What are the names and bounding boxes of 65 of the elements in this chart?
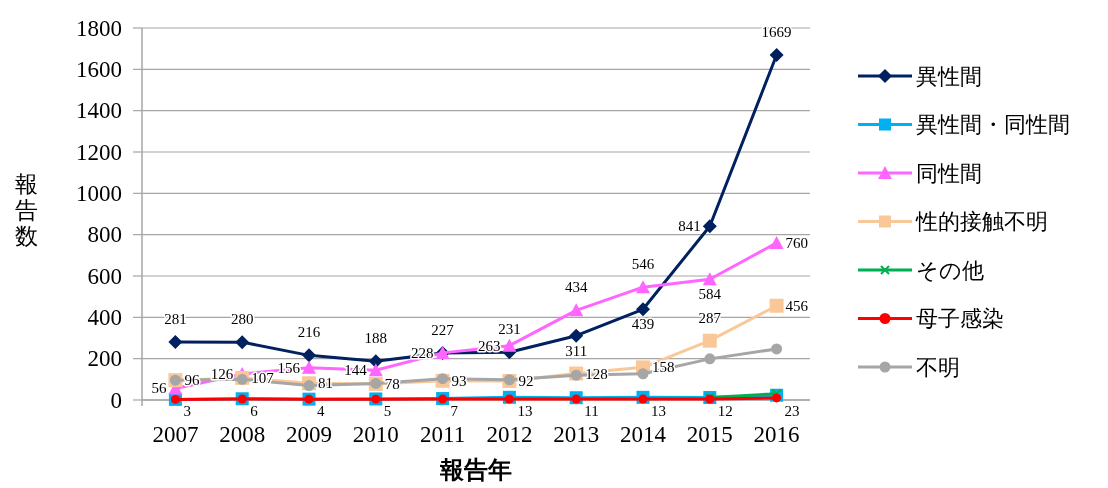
data-label: 128: [585, 365, 608, 382]
y-tick-label: 1400: [76, 98, 122, 124]
x-tick-label: 2011: [420, 422, 466, 447]
y-tick-label: 200: [87, 346, 122, 372]
x-tick-label: 2014: [620, 422, 667, 447]
x-tick-label: 2015: [686, 422, 733, 447]
data-label: 107: [251, 369, 275, 386]
data-label: 81: [318, 375, 333, 392]
data-label: 760: [785, 234, 809, 251]
y-tick-label: 400: [87, 304, 122, 330]
y-tick-label: 800: [87, 222, 122, 248]
legend-label: 異性間・同性間: [916, 112, 1070, 137]
data-label: 281: [164, 310, 187, 327]
data-label: 439: [631, 316, 655, 333]
data-label: 13: [517, 403, 533, 419]
data-label: 93: [451, 372, 467, 389]
data-label: 456: [785, 297, 809, 314]
x-tick-label: 2009: [286, 422, 332, 447]
legend-label: 性的接触不明: [915, 209, 1048, 234]
x-tick-label: 2013: [553, 422, 600, 447]
data-label: 3: [183, 403, 191, 419]
data-label: 12: [717, 403, 733, 419]
data-label: 280: [230, 311, 254, 328]
y-tick-label: 0: [110, 387, 122, 413]
y-tick-label: 1800: [76, 15, 122, 41]
data-label: 6: [250, 403, 259, 419]
x-tick-label: 2010: [352, 422, 399, 447]
legend-label: 同性間: [916, 160, 982, 186]
legend-label: 不明: [916, 354, 960, 380]
data-label: 188: [364, 330, 388, 347]
y-axis-title: 報告数: [14, 171, 38, 249]
x-tick-label: 2008: [219, 422, 266, 447]
x-tick-label: 2012: [486, 422, 533, 447]
data-label: 311: [565, 342, 588, 359]
data-label: 4: [317, 403, 325, 419]
legend-label: 母子感染: [916, 306, 1004, 331]
y-tick-label: 1200: [76, 139, 122, 165]
x-tick-label: 2007: [152, 422, 199, 447]
y-tick-label: 600: [87, 263, 122, 289]
data-label: 1669: [761, 24, 792, 41]
data-label: 11: [584, 403, 599, 419]
y-tick-label: 1600: [76, 56, 122, 82]
data-label: 5: [383, 403, 392, 419]
y-tick-label: 1000: [76, 180, 122, 206]
data-label: 231: [498, 321, 521, 338]
data-label: 78: [384, 375, 400, 392]
x-tick-label: 2016: [753, 422, 800, 447]
data-label: 7: [450, 403, 459, 419]
data-label: 96: [184, 372, 200, 389]
data-label: 434: [564, 279, 588, 296]
data-label: 227: [431, 322, 455, 339]
data-label: 23: [784, 403, 800, 419]
data-label: 56: [151, 380, 167, 397]
data-label: 287: [698, 309, 722, 326]
data-label: 216: [297, 324, 321, 341]
data-label: 584: [698, 286, 722, 303]
x-axis-title: 報告年: [439, 457, 512, 483]
data-label: 126: [210, 365, 234, 382]
legend-label: 異性間: [916, 63, 982, 89]
data-label: 158: [652, 359, 675, 376]
data-label: 841: [678, 218, 701, 235]
data-label: 92: [518, 372, 534, 389]
data-label: 13: [651, 403, 666, 419]
legend-label: その他: [916, 257, 984, 283]
data-label: 546: [631, 256, 655, 273]
